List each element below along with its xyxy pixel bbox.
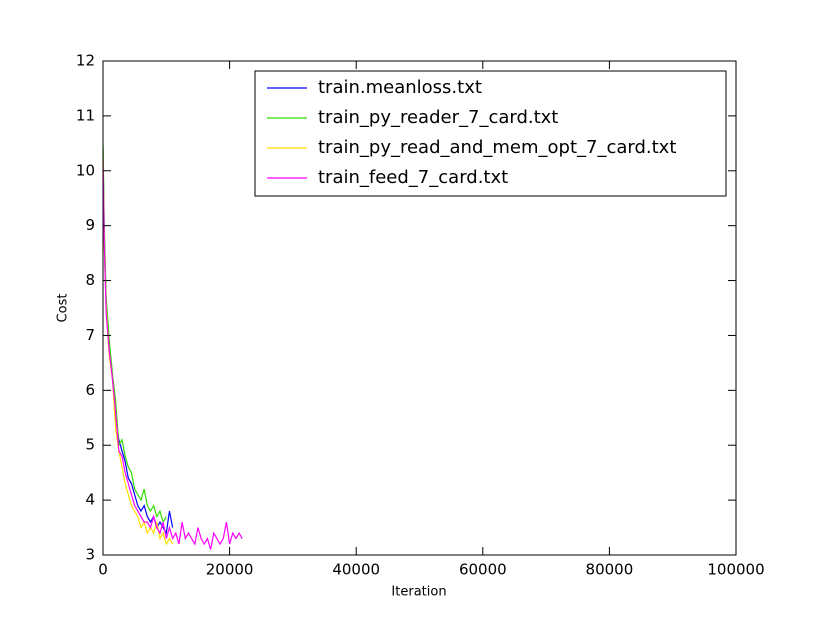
y-tick-label: 10 [76, 161, 95, 179]
legend-label: train.meanloss.txt [318, 77, 482, 98]
legend-label: train_py_read_and_mem_opt_7_card.txt [318, 137, 676, 158]
y-tick-label: 7 [85, 326, 95, 344]
x-tick-label: 80000 [586, 561, 634, 579]
x-tick-label: 20000 [206, 561, 254, 579]
series-line [103, 143, 167, 524]
y-tick-label: 6 [85, 381, 95, 399]
y-tick-label: 8 [85, 271, 95, 289]
x-axis-label: Iteration [391, 585, 446, 600]
y-tick-label: 11 [76, 106, 95, 124]
y-tick-label: 3 [85, 546, 95, 564]
series-line [103, 159, 243, 550]
y-tick-label: 9 [85, 216, 95, 234]
plot-frame [102, 60, 737, 556]
legend-label: train_py_reader_7_card.txt [318, 107, 558, 128]
x-tick-label: 100000 [707, 561, 764, 579]
legend-box [254, 70, 727, 197]
x-tick-label: 0 [98, 561, 108, 579]
x-tick-label: 60000 [459, 561, 507, 579]
y-tick-label: 4 [85, 491, 95, 509]
y-axis-label: Cost [56, 294, 71, 323]
x-tick-label: 40000 [332, 561, 380, 579]
series-line [103, 148, 174, 535]
legend-label: train_feed_7_card.txt [318, 167, 508, 188]
series-line [103, 154, 174, 546]
y-tick-label: 5 [85, 436, 95, 454]
y-tick-label: 12 [76, 52, 95, 70]
